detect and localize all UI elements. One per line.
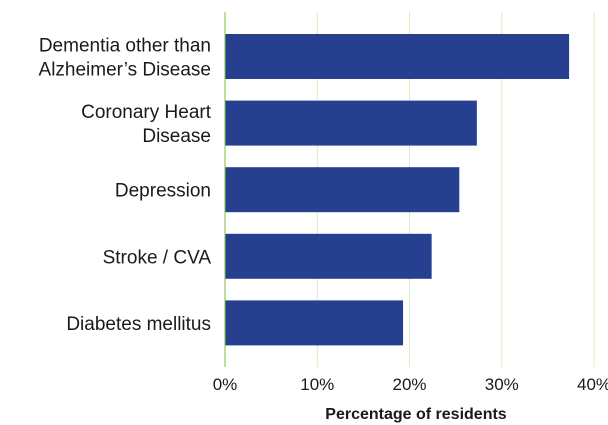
- category-labels: Dementia other than Alzheimer’s Disease Co…: [39, 36, 212, 335]
- category-label: Dementia other than: [39, 36, 211, 57]
- category-label: Alzheimer’s Disease: [39, 60, 211, 81]
- x-tick-label: 10%: [300, 375, 334, 394]
- x-tick-label: 0%: [213, 375, 238, 394]
- category-label: Disease: [142, 126, 211, 147]
- category-label: Diabetes mellitus: [66, 314, 211, 335]
- x-tick-label: 20%: [392, 375, 426, 394]
- bar: [225, 34, 570, 79]
- x-axis-title: Percentage of residents: [325, 406, 507, 423]
- bar: [225, 233, 432, 279]
- bars: [225, 34, 570, 346]
- category-label: Coronary Heart: [81, 102, 212, 123]
- bar: [225, 100, 477, 146]
- tick-labels: 0% 10% 20% 30% 40%: [213, 375, 608, 394]
- category-label: Stroke / CVA: [103, 247, 212, 268]
- category-label: Depression: [115, 181, 211, 202]
- x-tick-label: 30%: [485, 375, 519, 394]
- x-tick-label: 40%: [577, 375, 608, 394]
- bar: [225, 167, 460, 213]
- bar: [225, 300, 404, 346]
